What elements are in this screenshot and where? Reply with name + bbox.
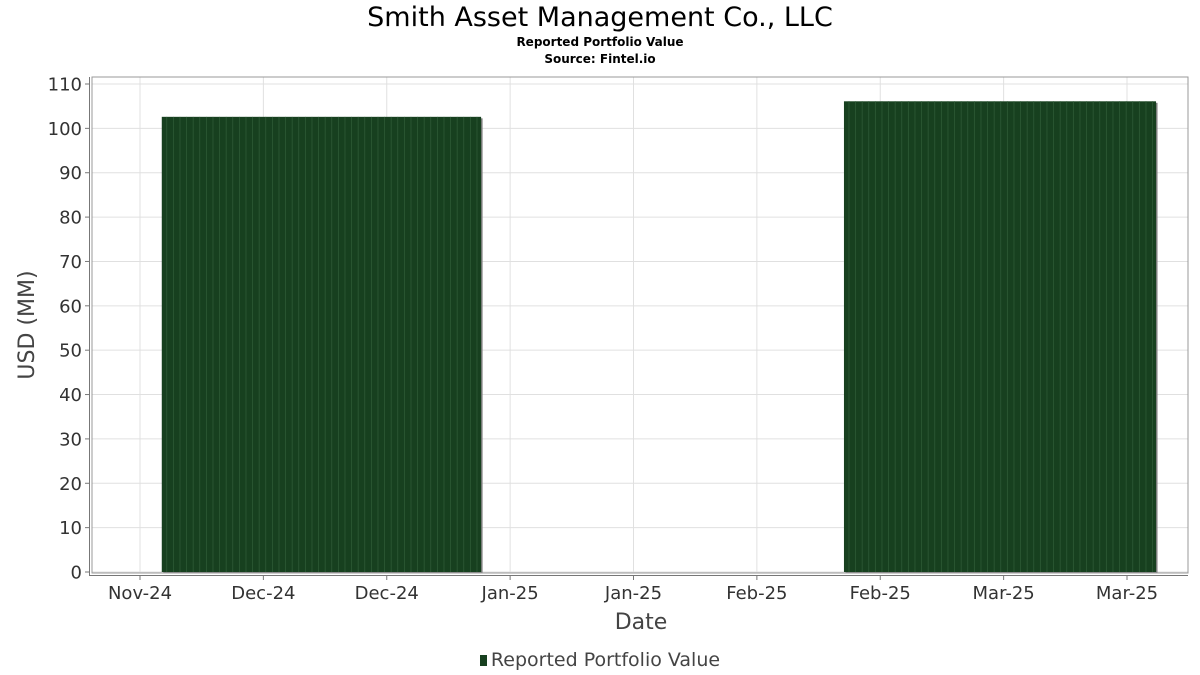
bar-fill xyxy=(843,101,1157,572)
y-tick-label: 60 xyxy=(59,296,82,317)
chart-title: Smith Asset Management Co., LLC xyxy=(367,2,833,33)
y-tick-label: 20 xyxy=(59,474,82,495)
y-tick-label: 100 xyxy=(48,119,82,140)
x-tick-label: Jan-25 xyxy=(481,583,539,604)
legend-swatch xyxy=(479,655,487,666)
x-tick-label: Mar-25 xyxy=(1096,583,1158,604)
axes xyxy=(89,76,1189,576)
x-tick-label: Mar-25 xyxy=(973,583,1035,604)
chart-subtitle: Reported Portfolio Value xyxy=(516,35,684,49)
x-axis-ticks: Nov-24 Dec-24 Dec-24 Jan-25 Jan-25 Feb-25 Feb-… xyxy=(108,575,1158,604)
bar xyxy=(161,116,483,574)
y-tick-label: 110 xyxy=(48,75,82,96)
y-tick-label: 70 xyxy=(59,252,82,273)
y-tick-label: 90 xyxy=(59,163,82,184)
x-tick-label: Nov-24 xyxy=(108,583,172,604)
x-tick-label: Jan-25 xyxy=(604,583,662,604)
y-tick-label: 80 xyxy=(59,208,82,229)
bars xyxy=(161,101,1158,574)
y-tick-label: 10 xyxy=(59,518,82,539)
legend: Reported Portfolio Value xyxy=(0,648,1200,672)
y-axis-title: USD (MM) xyxy=(15,270,40,379)
plot-border xyxy=(91,76,1189,574)
y-tick-label: 0 xyxy=(71,563,82,584)
chart-source: Source: Fintel.io xyxy=(544,52,656,66)
y-tick-label: 30 xyxy=(59,429,82,450)
x-tick-label: Feb-25 xyxy=(726,583,787,604)
y-tick-label: 50 xyxy=(59,341,82,362)
y-axis-ticks: 0 10 20 30 40 50 60 70 80 90 100 110 xyxy=(48,75,90,584)
bar-fill xyxy=(161,116,482,572)
bar xyxy=(843,101,1158,574)
x-axis-title: Date xyxy=(615,610,668,635)
legend-label: Reported Portfolio Value xyxy=(490,649,721,671)
x-tick-label: Dec-24 xyxy=(355,583,419,604)
x-tick-label: Dec-24 xyxy=(231,583,295,604)
y-tick-label: 40 xyxy=(59,385,82,406)
x-tick-label: Feb-25 xyxy=(850,583,911,604)
